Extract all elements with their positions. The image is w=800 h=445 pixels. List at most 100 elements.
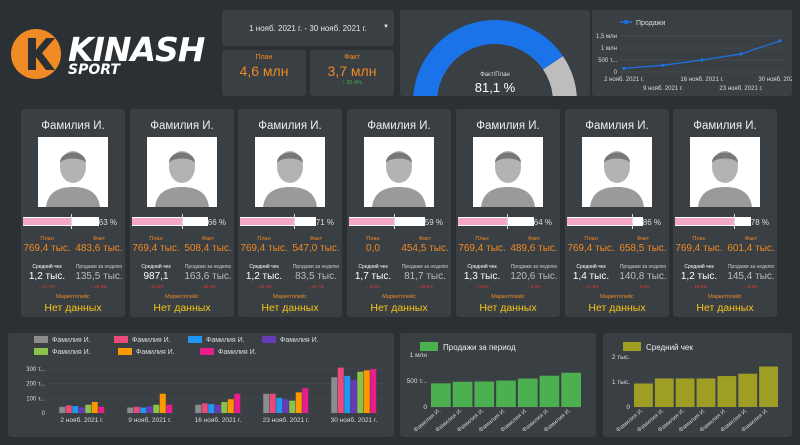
employee-name: Фамилия И.: [41, 120, 105, 132]
plan-value: 769,4 тыс.: [458, 243, 506, 254]
legend-swatch: [34, 336, 48, 343]
weekly-label: Продажи за неделю: [727, 264, 775, 270]
y-tick-label: 0: [614, 70, 618, 76]
bar: [127, 407, 134, 413]
legend-label: Фамилия И.: [280, 337, 319, 344]
weekly-label: Продажи за неделю: [292, 264, 340, 270]
progress-fill: [567, 218, 633, 225]
employee-name: Фамилия И.: [367, 120, 431, 132]
y-tick-label: 0: [42, 411, 46, 417]
employee-card: Фамилия И. 78 % План Факт 769,4 тыс. 601…: [673, 109, 777, 317]
employee-name: Фамилия И.: [693, 120, 757, 132]
legend-label: Фамилия И.: [136, 349, 175, 356]
weekly-label: Продажи за неделю: [75, 264, 123, 270]
bar: [289, 400, 296, 413]
bar: [496, 380, 516, 407]
weekly-label: Продажи за неделю: [401, 264, 449, 270]
avatar-placeholder-icon: [364, 137, 434, 207]
legend-swatch: [420, 342, 438, 351]
fact-label: Факт: [527, 236, 541, 242]
bar: [654, 378, 674, 407]
progress-fill: [132, 218, 183, 225]
plan-value: 0,0: [366, 243, 380, 254]
fact-value: 483,6 тыс.: [75, 243, 123, 254]
avg-check-delta: ↓ 24,6%: [147, 284, 165, 289]
legend-swatch: [623, 342, 641, 351]
plan-progress-bar: [132, 214, 208, 229]
weekly-label: Продажи за неделю: [510, 264, 558, 270]
x-tick-label: 16 нояб. 2021 г.: [195, 416, 242, 424]
weekly-value: 120,6 тыс.: [510, 271, 558, 282]
sales-line-chart: Продажи 1,5 млн 1 млн 500 т... 0 2 нояб. 2021…: [592, 10, 800, 96]
progress-marker: [506, 214, 508, 229]
avatar-placeholder-icon: [473, 137, 543, 207]
avatar-placeholder-icon: [690, 137, 760, 207]
fact-label: Факт: [92, 236, 106, 242]
avatar-placeholder-icon: [255, 137, 325, 207]
plan-progress-bar: [240, 214, 316, 229]
marketplace-label: Маркетплейс: [382, 294, 416, 300]
bar: [269, 393, 276, 413]
bar: [72, 406, 79, 413]
employee-card: Фамилия И. 66 % План Факт 769,4 тыс. 508…: [130, 109, 234, 317]
x-tick-label: 23 нояб. 2021 г.: [719, 86, 762, 92]
legend-swatch: [200, 348, 214, 355]
plan-progress-bar: [23, 214, 99, 229]
bar: [350, 380, 357, 413]
bar: [295, 392, 302, 413]
bar: [474, 381, 495, 407]
bar: [344, 375, 351, 413]
bar: [452, 381, 473, 407]
progress-marker: [294, 214, 295, 229]
progress-marker: [632, 214, 634, 229]
sales-period-chart: Продажи за период 1 млн 500 т... 0 Фамилия И…: [400, 333, 596, 437]
progress-fill: [23, 218, 71, 225]
avg-check-delta: ↓ 17,0%: [582, 284, 600, 289]
plan-progress-bar: [349, 214, 425, 229]
data-point: [739, 52, 743, 56]
fact-plan-gauge: Факт/План 81,1 %: [400, 10, 590, 96]
bar: [696, 378, 716, 407]
bar: [517, 378, 538, 407]
bar: [363, 370, 370, 413]
avg-check-chart: Средний чек 2 тыс. 1 тыс. 0 Фамилия И. Фамили…: [603, 333, 792, 437]
weekly-label: Продажи за неделю: [619, 264, 667, 270]
date-range-picker[interactable]: 1 нояб. 2021 г. - 30 нояб. 2021 г. ▼: [222, 10, 394, 46]
avg-check-value: 1,7 тыс.: [354, 271, 392, 282]
bar: [146, 406, 153, 413]
bar: [561, 372, 581, 407]
legend-swatch: [118, 348, 132, 355]
avg-check-value: 1,2 тыс.: [680, 271, 718, 282]
chart-title: Продажи за период: [443, 343, 516, 352]
fact-value: 489,6 тыс.: [510, 243, 558, 254]
plan-value: 4,6 млн: [239, 63, 289, 79]
bar: [201, 403, 208, 413]
bar: [675, 378, 695, 407]
brand-name: KINASH: [68, 30, 205, 69]
marketplace-label: Маркетплейс: [708, 294, 742, 300]
marketplace-label: Маркетплейс: [165, 294, 199, 300]
x-tick-label: 2 нояб. 2021 г.: [60, 416, 103, 424]
legend-dot-icon: [624, 20, 628, 24]
progress-percent: 78 %: [750, 218, 769, 227]
bar: [738, 373, 758, 407]
marketplace-value: Нет данных: [370, 302, 428, 314]
y-tick-label: 300 т...: [26, 367, 45, 373]
bar: [159, 393, 166, 413]
weekly-delta: ↓ 30,5%: [90, 284, 108, 289]
data-point: [622, 66, 626, 70]
sales-line: [623, 40, 781, 69]
avg-check-label: Средний чек: [576, 264, 606, 270]
progress-percent: 86 %: [642, 218, 661, 227]
weekly-label: Продажи за неделю: [184, 264, 232, 270]
bar: [234, 393, 241, 413]
x-tick-label: 9 нояб. 2021 г.: [128, 416, 171, 424]
gauge-filled-arc: [413, 20, 563, 96]
bar: [195, 404, 202, 413]
legend-swatch: [34, 348, 48, 355]
legend-label: Фамилия И.: [52, 349, 91, 356]
y-tick-label: 1 тыс.: [612, 379, 630, 386]
gauge-value: 81,1 %: [474, 80, 516, 95]
weekly-value: 140,8 тыс.: [619, 271, 667, 282]
fact-label: Факт: [636, 236, 650, 242]
